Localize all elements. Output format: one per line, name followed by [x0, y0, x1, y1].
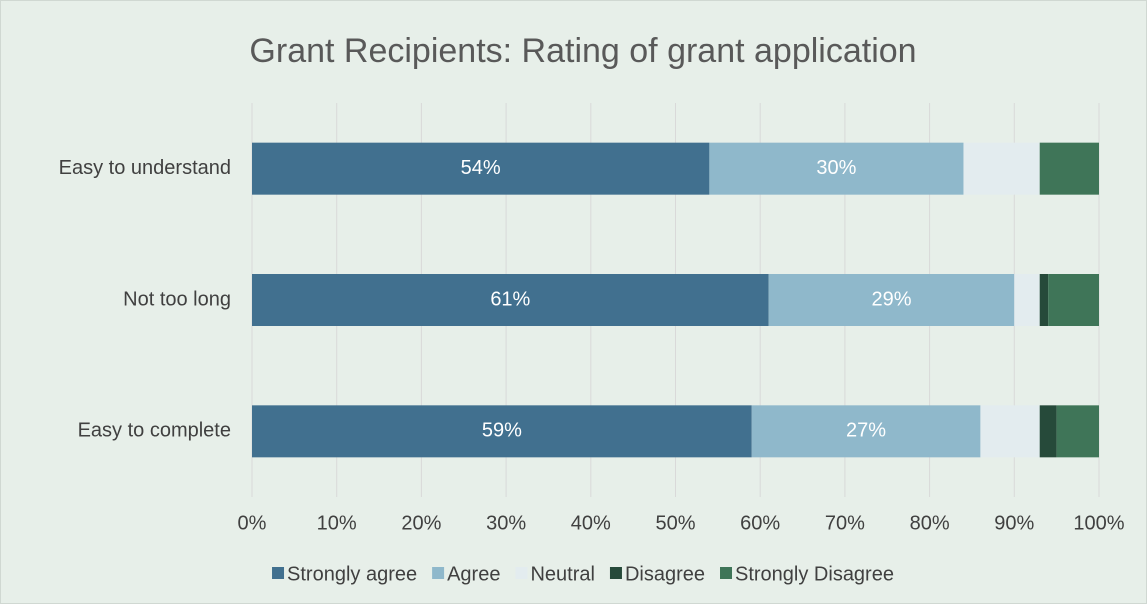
y-tick-label: Easy to understand: [59, 157, 231, 179]
legend-label: Strongly agree: [287, 563, 417, 585]
x-tick-label: 100%: [1073, 512, 1124, 534]
x-tick-label: 0%: [238, 512, 267, 534]
bar-segment: [1056, 405, 1099, 458]
bar-segment: [980, 405, 1040, 458]
y-tick-label: Easy to complete: [78, 420, 231, 442]
bar-segment: [1039, 142, 1099, 195]
data-label: 54%: [461, 157, 501, 179]
legend-label: Disagree: [625, 563, 705, 585]
x-tick-label: 30%: [486, 512, 526, 534]
bar-segment: [252, 405, 752, 458]
x-tick-label: 80%: [910, 512, 950, 534]
x-tick-label: 70%: [825, 512, 865, 534]
legend-swatch: [515, 567, 528, 579]
legend-swatch: [609, 567, 622, 579]
x-tick-label: 20%: [401, 512, 441, 534]
y-tick-label: Not too long: [123, 288, 231, 310]
data-label: 61%: [490, 288, 530, 310]
bar-segment: [1048, 274, 1099, 326]
x-tick-label: 40%: [571, 512, 611, 534]
legend-swatch: [432, 567, 445, 579]
data-label: 59%: [482, 420, 522, 442]
x-tick-label: 90%: [994, 512, 1034, 534]
bar-segment: [709, 142, 964, 195]
legend-label: Agree: [447, 563, 500, 585]
legend-label: Neutral: [530, 563, 594, 585]
bar-segment: [751, 405, 981, 458]
bar-segment: [252, 274, 769, 326]
bar-segment: [1014, 274, 1040, 326]
bar-segment: [768, 274, 1015, 326]
x-tick-label: 10%: [317, 512, 357, 534]
data-label: 30%: [816, 157, 856, 179]
legend-swatch: [720, 567, 733, 579]
bar-segment: [252, 142, 710, 195]
legend-swatch: [272, 567, 285, 579]
data-label: 29%: [871, 288, 911, 310]
x-tick-label: 60%: [740, 512, 780, 534]
legend-label: Strongly Disagree: [735, 563, 894, 585]
bar-segment: [1039, 274, 1049, 326]
x-tick-label: 50%: [655, 512, 695, 534]
chart-title: Grant Recipients: Rating of grant applic…: [249, 32, 916, 70]
bar-segment: [963, 142, 1040, 195]
bar-segment: [1039, 405, 1057, 458]
data-label: 27%: [846, 420, 886, 442]
